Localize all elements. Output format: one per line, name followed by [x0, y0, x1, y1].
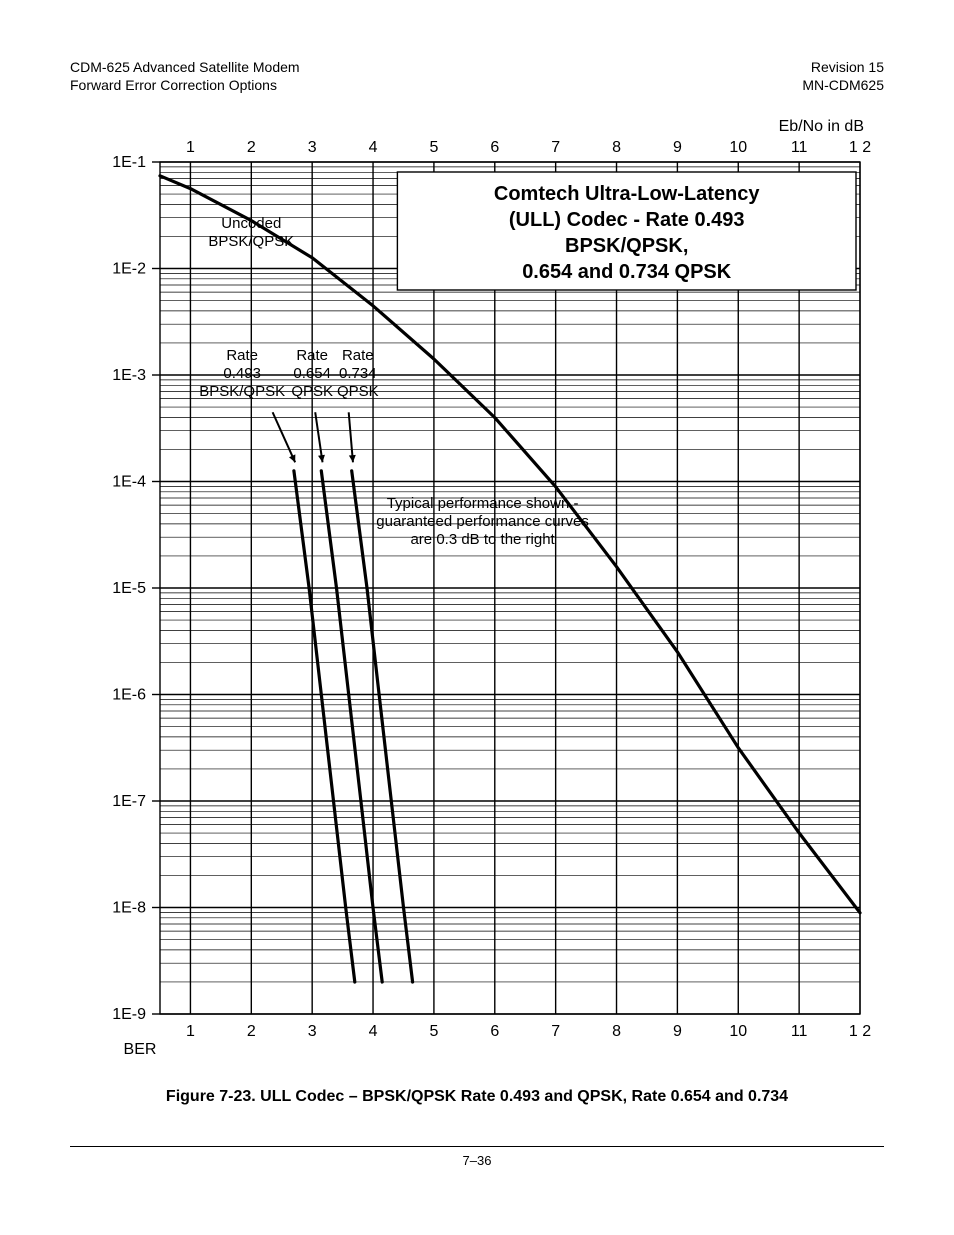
svg-text:1E-1: 1E-1: [112, 154, 146, 171]
svg-text:11: 11: [791, 1023, 808, 1040]
svg-text:Rate: Rate: [226, 347, 258, 364]
svg-text:1E-6: 1E-6: [112, 687, 146, 704]
svg-text:6: 6: [490, 139, 499, 156]
svg-text:1: 1: [186, 139, 195, 156]
svg-text:2: 2: [247, 139, 256, 156]
svg-text:Rate: Rate: [296, 347, 328, 364]
svg-text:0.734: 0.734: [339, 365, 377, 382]
svg-text:8: 8: [612, 139, 621, 156]
svg-text:1: 1: [186, 1023, 195, 1040]
svg-text:7: 7: [551, 139, 560, 156]
svg-text:Comtech Ultra-Low-Latency: Comtech Ultra-Low-Latency: [494, 183, 760, 205]
svg-text:QPSK: QPSK: [291, 383, 333, 400]
svg-text:5: 5: [429, 139, 438, 156]
svg-text:4: 4: [369, 1023, 378, 1040]
page: CDM-625 Advanced Satellite Modem Forward…: [0, 0, 954, 1235]
page-number: 7–36: [70, 1153, 884, 1168]
svg-text:BER: BER: [124, 1041, 157, 1058]
svg-text:BPSK/QPSK,: BPSK/QPSK,: [565, 235, 688, 257]
header-right: Revision 15 MN-CDM625: [802, 58, 884, 94]
svg-text:8: 8: [612, 1023, 621, 1040]
svg-text:10: 10: [729, 1023, 747, 1040]
svg-text:1E-5: 1E-5: [112, 580, 146, 597]
svg-text:BPSK/QPSK: BPSK/QPSK: [199, 383, 285, 400]
svg-text:1E-3: 1E-3: [112, 367, 146, 384]
svg-text:0.654 and 0.734 QPSK: 0.654 and 0.734 QPSK: [522, 261, 732, 283]
header-left: CDM-625 Advanced Satellite Modem Forward…: [70, 58, 300, 94]
svg-text:2: 2: [247, 1023, 256, 1040]
svg-text:Rate: Rate: [342, 347, 374, 364]
svg-text:0.493: 0.493: [223, 365, 261, 382]
figure-caption: Figure 7-23. ULL Codec – BPSK/QPSK Rate …: [70, 1088, 884, 1106]
svg-text:Uncoded: Uncoded: [221, 215, 281, 232]
svg-text:guaranteed performance curves: guaranteed performance curves: [376, 514, 589, 531]
svg-text:1E-9: 1E-9: [112, 1006, 146, 1023]
footer-rule: [70, 1146, 884, 1147]
svg-text:9: 9: [673, 1023, 682, 1040]
svg-text:1E-8: 1E-8: [112, 900, 146, 917]
ber-chart: Eb/No in dB 112233445566778899101011111 …: [70, 124, 884, 1064]
svg-text:1 2: 1 2: [849, 1023, 871, 1040]
svg-text:3: 3: [308, 139, 317, 156]
svg-text:QPSK: QPSK: [337, 383, 379, 400]
svg-text:10: 10: [729, 139, 747, 156]
svg-text:BPSK/QPSK: BPSK/QPSK: [208, 233, 294, 250]
svg-text:3: 3: [308, 1023, 317, 1040]
svg-text:4: 4: [369, 139, 378, 156]
svg-text:1E-4: 1E-4: [112, 474, 146, 491]
svg-text:are 0.3 dB to the right: are 0.3 dB to the right: [410, 532, 555, 549]
svg-text:(ULL) Codec - Rate 0.493: (ULL) Codec - Rate 0.493: [509, 209, 745, 231]
svg-text:0.654: 0.654: [293, 365, 331, 382]
svg-text:6: 6: [490, 1023, 499, 1040]
page-header: CDM-625 Advanced Satellite Modem Forward…: [70, 58, 884, 94]
svg-text:Typical performance shown -: Typical performance shown -: [387, 496, 579, 513]
x-axis-title: Eb/No in dB: [779, 118, 864, 136]
svg-text:5: 5: [429, 1023, 438, 1040]
svg-text:9: 9: [673, 139, 682, 156]
svg-text:11: 11: [791, 139, 808, 156]
svg-text:1E-7: 1E-7: [112, 793, 146, 810]
svg-text:1 2: 1 2: [849, 139, 871, 156]
svg-text:1E-2: 1E-2: [112, 261, 146, 278]
svg-text:7: 7: [551, 1023, 560, 1040]
